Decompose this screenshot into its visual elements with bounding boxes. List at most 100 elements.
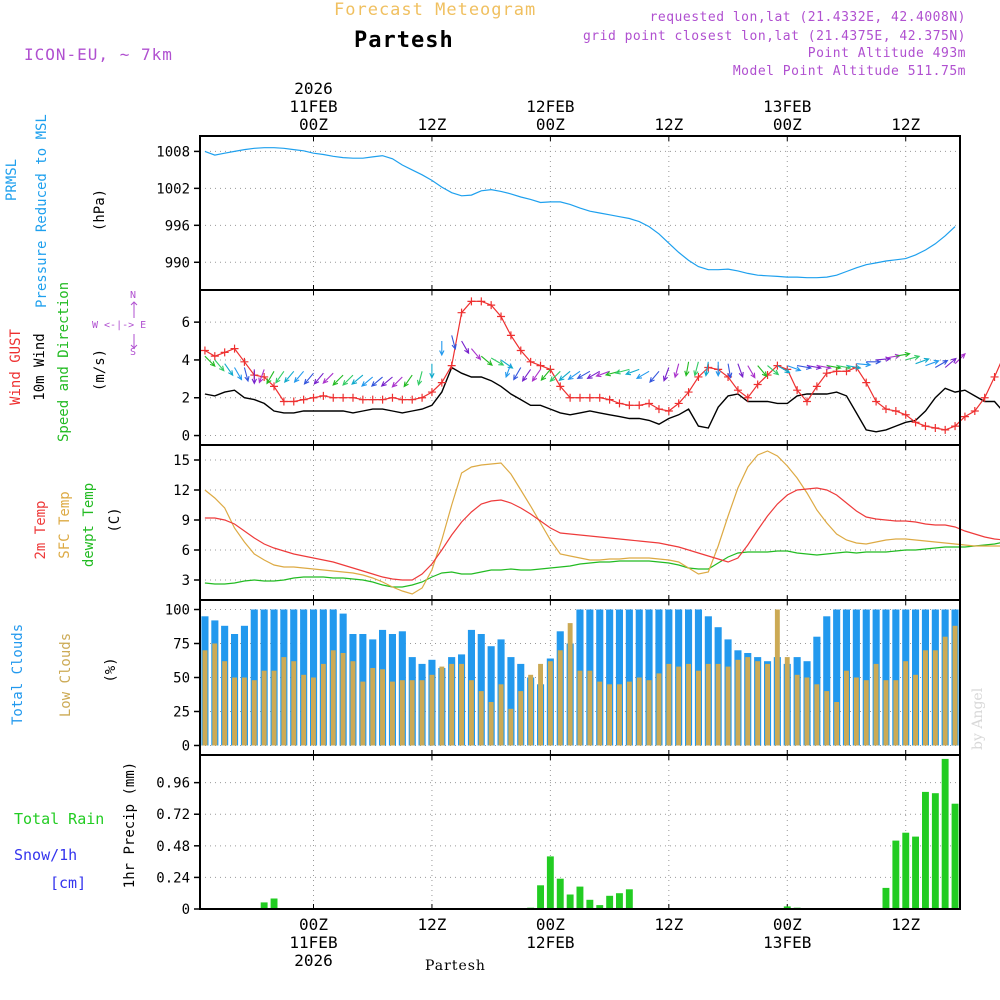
pressure-line bbox=[204, 147, 956, 279]
gust-marker bbox=[822, 369, 831, 378]
wind-direction-arrow bbox=[757, 365, 768, 378]
low-cloud-bar bbox=[587, 670, 593, 746]
wind-direction-arrow bbox=[635, 370, 650, 379]
wind-direction-arrow bbox=[905, 354, 921, 361]
ytick-label: 4 bbox=[182, 353, 190, 369]
low-cloud-bar bbox=[844, 670, 849, 746]
wind-speed-line bbox=[204, 366, 1000, 433]
wind-panel: 0 2 4 6 bbox=[182, 290, 960, 445]
ytick-label: 0.96 bbox=[156, 776, 190, 792]
wind-direction-arrow bbox=[531, 369, 541, 382]
wind-direction-arrow bbox=[258, 369, 265, 384]
gust-marker bbox=[625, 401, 634, 410]
ytick-label: 0 bbox=[182, 429, 190, 445]
gust-marker bbox=[408, 395, 417, 404]
low-cloud-bar bbox=[942, 636, 948, 746]
rain-bar bbox=[625, 889, 633, 909]
low-cloud-bar bbox=[222, 661, 228, 746]
compass-s: S bbox=[130, 347, 137, 358]
wind-direction-arrow bbox=[777, 365, 791, 374]
low-cloud-bar bbox=[696, 670, 701, 746]
rain-bar bbox=[566, 894, 574, 909]
total-cloud-bar bbox=[487, 646, 495, 746]
wind-direction-arrow bbox=[614, 368, 630, 375]
low-cloud-bar bbox=[508, 708, 514, 746]
wind-direction-arrow bbox=[214, 359, 225, 372]
rain-bar bbox=[931, 793, 939, 909]
gust-marker bbox=[309, 393, 318, 402]
low-cloud-bar bbox=[409, 680, 415, 746]
low-cloud-bar bbox=[370, 668, 376, 746]
low-cloud-bar bbox=[903, 661, 909, 746]
grid-point-coords: grid point closest lon,lat (21.4375E, 42… bbox=[582, 29, 966, 44]
wind-direction-arrow bbox=[693, 361, 699, 377]
low-cloud-bar bbox=[271, 670, 277, 746]
wind-direction-arrow bbox=[361, 376, 374, 387]
total-cloud-bar bbox=[862, 609, 870, 746]
low-cloud-bar bbox=[330, 650, 336, 746]
ytick-label: 75 bbox=[173, 637, 190, 653]
low-cloud-bar bbox=[715, 663, 721, 746]
wind-direction-arrow bbox=[576, 370, 591, 379]
wind-direction-arrow bbox=[234, 367, 243, 381]
low-cloud-bar bbox=[251, 680, 257, 746]
low-cloud-bar bbox=[311, 677, 316, 746]
gust-marker bbox=[733, 386, 742, 395]
wind-direction-arrow bbox=[439, 341, 445, 357]
gust-marker bbox=[970, 406, 979, 415]
low-cloud-bar bbox=[390, 681, 395, 746]
ytick-label: 50 bbox=[173, 671, 190, 687]
wind-direction-arrow bbox=[461, 340, 470, 355]
gust-marker bbox=[980, 393, 989, 402]
sfc-temp-line bbox=[204, 450, 1000, 595]
time-label-bottom: 12Z bbox=[417, 915, 446, 934]
gust-marker bbox=[595, 393, 604, 402]
low-cloud-bar bbox=[488, 702, 494, 746]
gust-marker bbox=[477, 297, 486, 306]
wind-direction-arrow bbox=[275, 370, 285, 384]
compass-south-arrow bbox=[130, 334, 138, 349]
wind-direction-arrow bbox=[662, 367, 670, 382]
gust-marker bbox=[684, 388, 693, 397]
low-cloud-bar bbox=[735, 659, 741, 746]
wind-direction-arrow bbox=[944, 357, 957, 368]
gust-marker bbox=[901, 410, 910, 419]
ytick-label: 1008 bbox=[156, 144, 190, 160]
rain-bar bbox=[882, 887, 890, 909]
wind-direction-arrow bbox=[303, 372, 314, 385]
low-cloud-bar bbox=[528, 674, 534, 746]
wind-direction-arrow bbox=[767, 365, 780, 376]
low-cloud-bar bbox=[913, 674, 918, 746]
low-cloud-bar bbox=[567, 623, 573, 746]
wind-direction-arrow bbox=[293, 370, 305, 383]
low-cloud-bar bbox=[676, 666, 682, 746]
time-label-bottom: 13FEB bbox=[763, 933, 811, 952]
low-cloud-bar bbox=[241, 677, 247, 746]
time-label-top: 00Z bbox=[299, 115, 328, 134]
gust-marker bbox=[210, 352, 219, 361]
gust-marker bbox=[694, 372, 703, 381]
low-cloud-bar bbox=[577, 670, 583, 746]
gust-marker bbox=[862, 378, 871, 387]
low-cloud-bar bbox=[952, 625, 958, 746]
t2m-line bbox=[204, 487, 1000, 581]
gust-marker bbox=[951, 422, 960, 431]
gust-marker bbox=[664, 406, 673, 415]
wind-direction-arrow bbox=[283, 370, 295, 383]
point-altitude: Point Altitude 493m bbox=[807, 46, 966, 61]
ytick-label: 0 bbox=[182, 902, 190, 918]
low-cloud-bar bbox=[380, 669, 385, 746]
total-cloud-bar bbox=[645, 609, 653, 746]
low-cloud-bar bbox=[469, 680, 474, 746]
gust-marker bbox=[388, 393, 397, 402]
gust-marker bbox=[645, 399, 654, 408]
total-cloud-bar bbox=[250, 609, 258, 746]
wind-direction-arrow bbox=[505, 363, 512, 379]
ytick-label: 3 bbox=[182, 573, 190, 589]
ytick-label: 996 bbox=[165, 218, 190, 234]
gust-marker bbox=[299, 395, 308, 404]
chart-title: Forecast Meteogram bbox=[334, 0, 537, 20]
gust-marker bbox=[635, 401, 644, 410]
rain-bar bbox=[586, 899, 594, 909]
wind-direction-arrow bbox=[342, 374, 354, 386]
